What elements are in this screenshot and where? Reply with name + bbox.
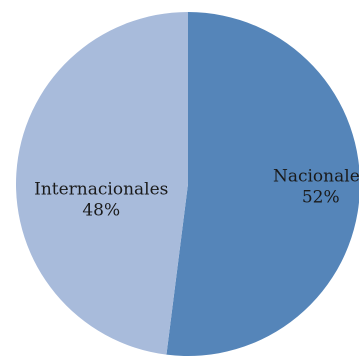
pie-slice-nacionales xyxy=(166,12,359,356)
slice-value-nacionales: 52% xyxy=(302,187,340,207)
pie-slices xyxy=(15,12,359,356)
slice-value-internacionales: 48% xyxy=(82,201,120,221)
pie-slice-internacionales xyxy=(15,12,189,355)
slice-label-nacionales: Nacionales xyxy=(273,166,359,186)
slice-label-internacionales: Internacionales xyxy=(34,180,168,200)
